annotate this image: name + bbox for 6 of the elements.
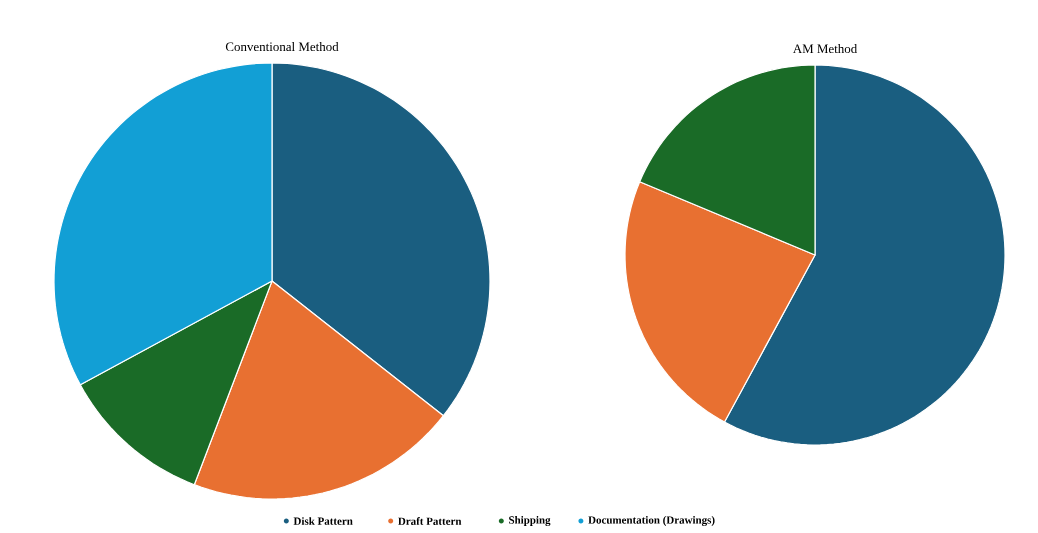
legend-label: Draft Pattern: [398, 517, 462, 525]
legend-label: Documentation (Drawings): [588, 516, 715, 527]
legend-label: Shipping: [509, 516, 551, 527]
chart-title: Conventional Method: [225, 42, 339, 52]
chart-title: AM Method: [792, 44, 858, 54]
legend-label: Disk Pattern: [293, 517, 353, 525]
